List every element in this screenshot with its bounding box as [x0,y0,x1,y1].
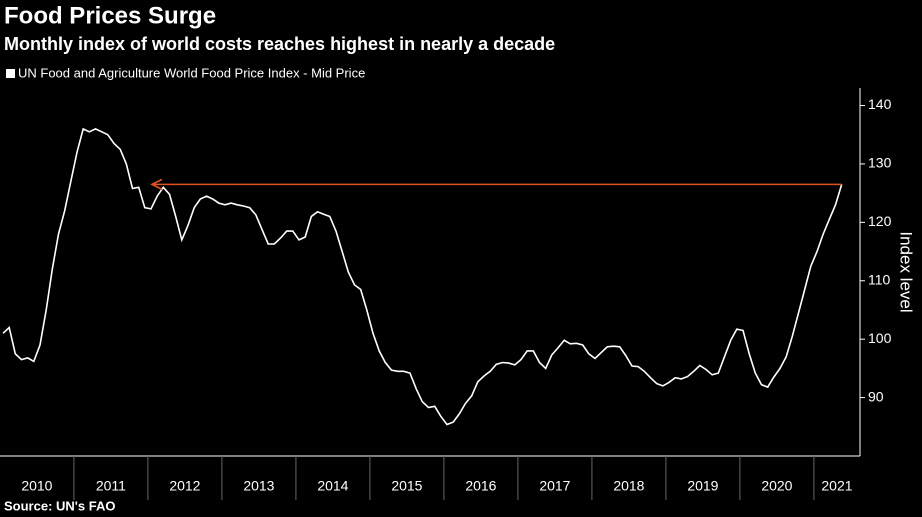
x-tick-label: 2011 [96,478,126,494]
y-tick-label: 110 [868,271,891,287]
x-tick-label: 2018 [613,478,644,494]
legend-swatch [6,69,15,78]
x-tick-label: 2010 [21,478,52,494]
y-tick-label: 130 [868,155,892,171]
chart-subtitle: Monthly index of world costs reaches hig… [4,34,555,54]
x-tick-label: 2012 [169,478,200,494]
chart-title: Food Prices Surge [4,2,216,29]
y-tick-label: 90 [868,388,884,404]
source: Source: UN's FAO [4,498,115,513]
y-tick-label: 140 [868,96,892,112]
legend-label: UN Food and Agriculture World Food Price… [18,65,365,80]
y-axis-label: Index level [897,231,916,312]
x-tick-label: 2014 [317,478,348,494]
y-tick-label: 100 [868,330,892,346]
annotation-arrowhead [150,178,163,191]
x-tick-label: 2019 [687,478,718,494]
x-tick-label: 2017 [539,478,570,494]
x-tick-label: 2015 [391,478,422,494]
y-tick-label: 120 [868,213,892,229]
x-tick-label: 2013 [243,478,274,494]
x-tick-label: 2020 [761,478,792,494]
x-tick-label: 2021 [821,478,852,494]
line-series [2,127,843,426]
x-tick-label: 2016 [465,478,496,494]
